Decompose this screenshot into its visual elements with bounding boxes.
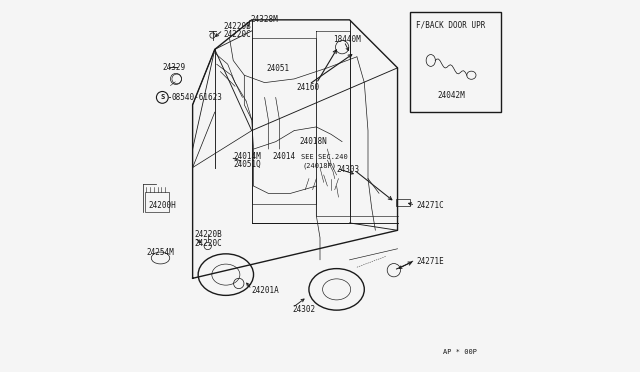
Text: 24018N: 24018N: [300, 137, 328, 146]
Text: 24220C: 24220C: [223, 30, 251, 39]
Bar: [396, 199, 410, 206]
Text: S: S: [160, 94, 164, 100]
Text: 24051Q: 24051Q: [233, 160, 261, 169]
Text: 24271C: 24271C: [416, 201, 444, 210]
Text: 24014M: 24014M: [233, 152, 261, 161]
Text: 24160: 24160: [296, 83, 319, 92]
Text: F/BACK DOOR UPR: F/BACK DOOR UPR: [416, 21, 485, 30]
Text: 24328M: 24328M: [251, 15, 278, 23]
Text: 24014: 24014: [272, 152, 295, 161]
Text: 24303: 24303: [337, 165, 360, 174]
Bar: [145, 192, 168, 212]
Text: 24271E: 24271E: [416, 257, 444, 266]
Text: (24018P): (24018P): [303, 163, 337, 169]
Text: 18440M: 18440M: [333, 35, 361, 44]
Text: 08540-61623: 08540-61623: [172, 93, 223, 102]
Text: 24042M: 24042M: [437, 91, 465, 100]
Text: AP * 00P: AP * 00P: [444, 349, 477, 355]
Text: 24220C: 24220C: [195, 239, 222, 248]
Text: SEE SEC.240: SEE SEC.240: [301, 154, 348, 160]
Text: 24329: 24329: [162, 62, 185, 72]
Text: 24254M: 24254M: [147, 248, 174, 257]
Text: 24201A: 24201A: [252, 286, 280, 295]
Text: 24302: 24302: [292, 305, 316, 314]
Text: 24220B: 24220B: [195, 230, 222, 239]
Bar: [410, 13, 501, 112]
Text: 24200H: 24200H: [148, 201, 176, 210]
Text: 24220B: 24220B: [223, 22, 251, 31]
Text: 24051: 24051: [266, 64, 289, 73]
